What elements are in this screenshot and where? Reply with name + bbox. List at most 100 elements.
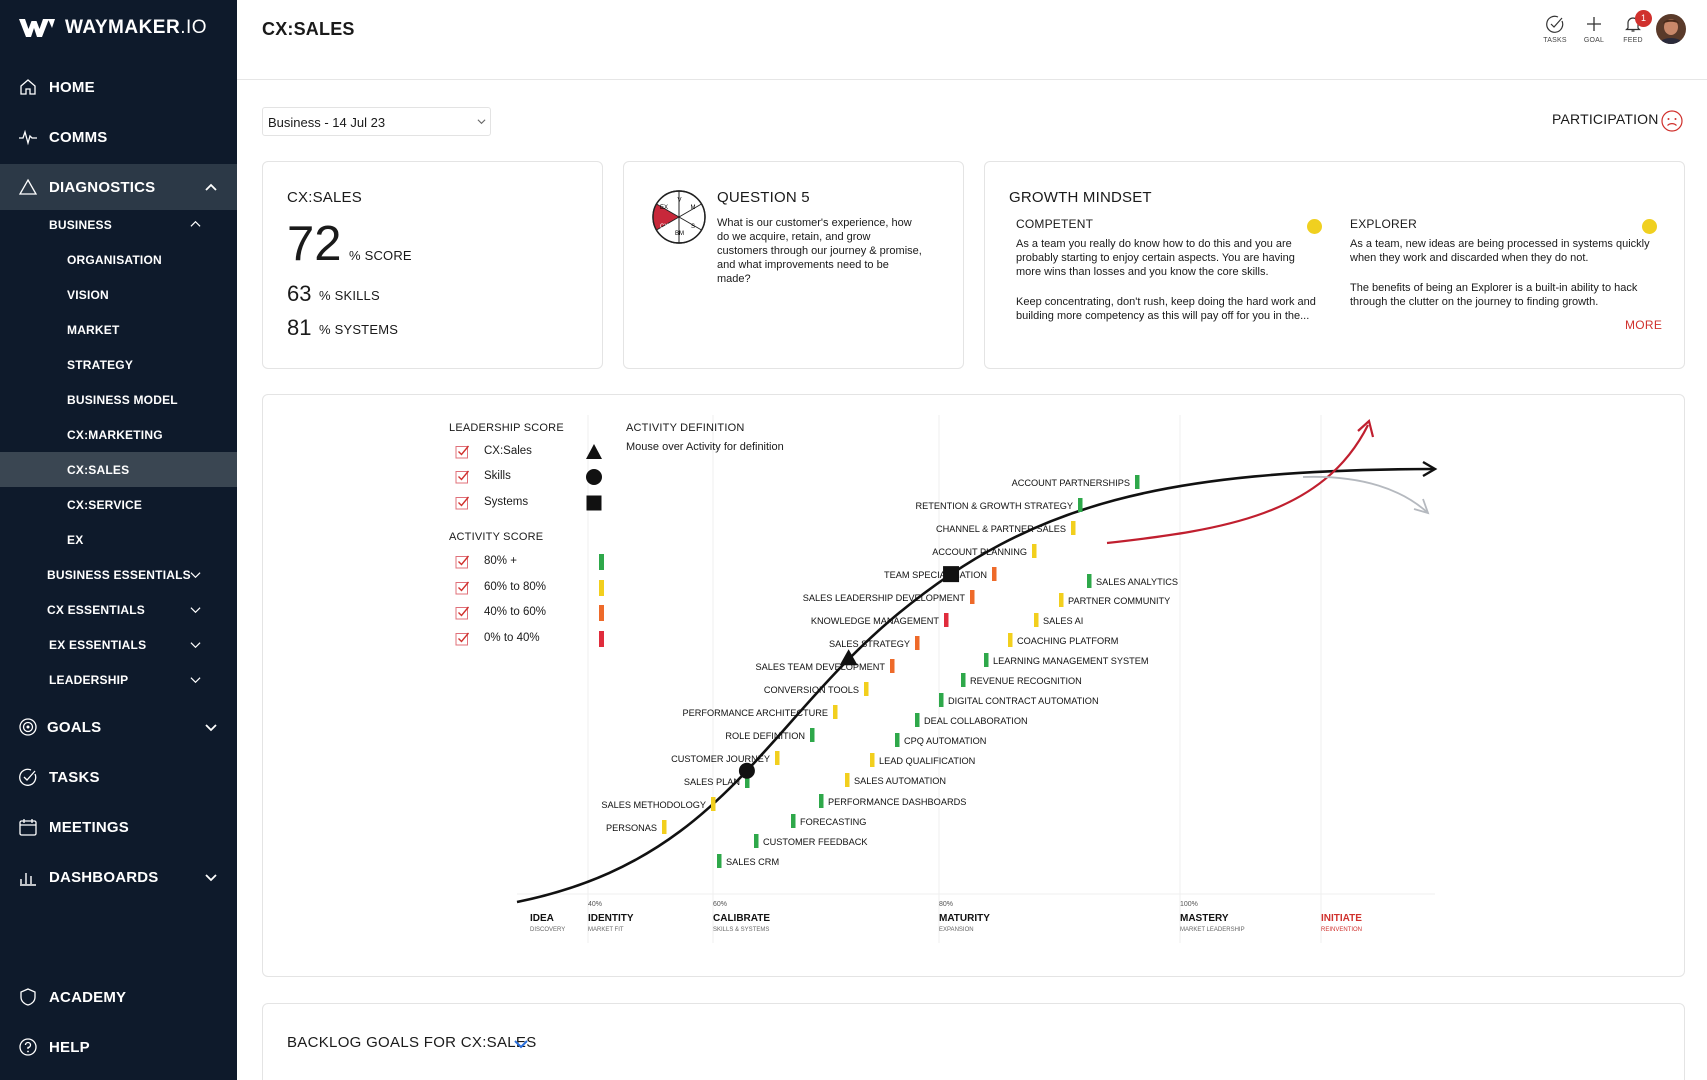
activity-skill[interactable]: PERSONAS: [606, 820, 667, 834]
activity-label[interactable]: CONVERSION TOOLS: [764, 685, 859, 695]
more-link[interactable]: MORE: [1625, 318, 1663, 332]
activity-label[interactable]: ACCOUNT PLANNING: [932, 547, 1027, 557]
activity-skill[interactable]: TEAM SPECIALISATION: [884, 567, 997, 581]
activity-label[interactable]: REVENUE RECOGNITION: [970, 676, 1082, 686]
activity-skill[interactable]: KNOWLEDGE MANAGEMENT: [811, 613, 949, 627]
activity-system[interactable]: SALES AUTOMATION: [845, 773, 946, 787]
activity-system[interactable]: COACHING PLATFORM: [1008, 633, 1118, 647]
activity-label[interactable]: DIGITAL CONTRACT AUTOMATION: [948, 696, 1099, 706]
activity-label[interactable]: SALES CRM: [726, 857, 779, 867]
nav-business-essentials[interactable]: BUSINESS ESSENTIALS: [0, 557, 237, 592]
nav-dashboards[interactable]: DASHBOARDS: [0, 854, 237, 900]
activity-system[interactable]: REVENUE RECOGNITION: [961, 673, 1082, 687]
nav-market[interactable]: MARKET: [0, 312, 237, 347]
user-avatar[interactable]: [1656, 14, 1686, 44]
activity-skill[interactable]: ACCOUNT PARTNERSHIPS: [1012, 475, 1140, 489]
nav-ex[interactable]: EX: [0, 522, 237, 557]
activity-label[interactable]: ACCOUNT PARTNERSHIPS: [1012, 478, 1130, 488]
nav-academy[interactable]: ACADEMY: [0, 974, 237, 1020]
activity-skill[interactable]: CHANNEL & PARTNER SALES: [936, 521, 1076, 535]
activity-skill[interactable]: SALES LEADERSHIP DEVELOPMENT: [803, 590, 975, 604]
activity-system[interactable]: LEAD QUALIFICATION: [870, 753, 975, 767]
activity-skill[interactable]: SALES TEAM DEVELOPMENT: [755, 659, 895, 673]
nav-vision[interactable]: VISION: [0, 277, 237, 312]
activity-label[interactable]: DEAL COLLABORATION: [924, 716, 1028, 726]
activity-system[interactable]: PARTNER COMMUNITY: [1059, 593, 1170, 607]
feed-button[interactable]: FEED 1: [1617, 10, 1652, 50]
activity-skill[interactable]: ROLE DEFINITION: [725, 728, 815, 742]
activity-label[interactable]: PARTNER COMMUNITY: [1068, 596, 1170, 606]
activity-skill[interactable]: RETENTION & GROWTH STRATEGY: [915, 498, 1083, 512]
activity-label[interactable]: PERFORMANCE DASHBOARDS: [828, 797, 966, 807]
activity-skill[interactable]: SALES METHODOLOGY: [601, 797, 716, 811]
activity-label[interactable]: CHANNEL & PARTNER SALES: [936, 524, 1066, 534]
activity-system[interactable]: SALES AI: [1034, 613, 1083, 627]
activity-system[interactable]: DEAL COLLABORATION: [915, 713, 1028, 727]
nav-strategy[interactable]: STRATEGY: [0, 347, 237, 382]
activity-system[interactable]: CUSTOMER FEEDBACK: [754, 834, 868, 848]
activity-system[interactable]: PERFORMANCE DASHBOARDS: [819, 794, 966, 808]
activity-system[interactable]: LEARNING MANAGEMENT SYSTEM: [984, 653, 1149, 667]
activity-system[interactable]: FORECASTING: [791, 814, 866, 828]
activity-label[interactable]: PERFORMANCE ARCHITECTURE: [683, 708, 828, 718]
activity-label[interactable]: SALES AUTOMATION: [854, 776, 946, 786]
nav-help[interactable]: HELP: [0, 1024, 237, 1070]
nav-diagnostics[interactable]: DIAGNOSTICS: [0, 164, 237, 210]
nav-home[interactable]: HOME: [0, 64, 237, 110]
activity-label[interactable]: RETENTION & GROWTH STRATEGY: [915, 501, 1073, 511]
activity-system[interactable]: SALES ANALYTICS: [1087, 574, 1178, 588]
activity-label[interactable]: LEAD QUALIFICATION: [879, 756, 975, 766]
activity-skill[interactable]: SALES PLAN: [684, 774, 750, 788]
nav-ex-essentials[interactable]: EX ESSENTIALS: [0, 627, 237, 662]
activity-label[interactable]: ROLE DEFINITION: [725, 731, 805, 741]
nav-tasks[interactable]: TASKS: [0, 754, 237, 800]
activity-system[interactable]: DIGITAL CONTRACT AUTOMATION: [939, 693, 1099, 707]
leadership-checkbox[interactable]: [455, 444, 470, 459]
leadership-checkbox[interactable]: [455, 495, 470, 510]
activity-skill[interactable]: PERFORMANCE ARCHITECTURE: [683, 705, 838, 719]
activity-label[interactable]: SALES ANALYTICS: [1096, 577, 1178, 587]
brand-logo[interactable]: WAYMAKER.IO: [17, 14, 207, 42]
nav-comms[interactable]: COMMS: [0, 114, 237, 160]
activity-skill[interactable]: CONVERSION TOOLS: [764, 682, 869, 696]
activity-label[interactable]: SALES METHODOLOGY: [601, 800, 706, 810]
nav-organisation[interactable]: ORGANISATION: [0, 242, 237, 277]
activity-system[interactable]: SALES CRM: [717, 854, 779, 868]
chevron-down-icon[interactable]: [513, 1037, 529, 1051]
nav-business-model[interactable]: BUSINESS MODEL: [0, 382, 237, 417]
activity-checkbox[interactable]: [455, 554, 470, 569]
goal-button[interactable]: GOAL: [1578, 14, 1610, 50]
activity-label[interactable]: SALES PLAN: [684, 777, 740, 787]
activity-label[interactable]: CUSTOMER FEEDBACK: [763, 837, 868, 847]
activity-skill[interactable]: CUSTOMER JOURNEY: [671, 751, 780, 765]
activity-checkbox[interactable]: [455, 580, 470, 595]
activity-system[interactable]: CPQ AUTOMATION: [895, 733, 986, 747]
activity-label[interactable]: SALES AI: [1043, 616, 1083, 626]
nav-cx-marketing[interactable]: CX:MARKETING: [0, 417, 237, 452]
sad-face-icon[interactable]: [1661, 110, 1683, 132]
activity-label[interactable]: CPQ AUTOMATION: [904, 736, 986, 746]
activity-label[interactable]: FORECASTING: [800, 817, 866, 827]
activity-label[interactable]: COACHING PLATFORM: [1017, 636, 1118, 646]
activity-skill[interactable]: SALES STRATEGY: [829, 636, 920, 650]
nav-goals[interactable]: GOALS: [0, 704, 237, 750]
nav-cx-sales[interactable]: CX:SALES: [0, 452, 237, 487]
activity-skill[interactable]: ACCOUNT PLANNING: [932, 544, 1037, 558]
activity-label[interactable]: PERSONAS: [606, 823, 657, 833]
activity-label[interactable]: SALES STRATEGY: [829, 639, 910, 649]
activity-label[interactable]: CUSTOMER JOURNEY: [671, 754, 770, 764]
nav-cx-service[interactable]: CX:SERVICE: [0, 487, 237, 522]
nav-leadership[interactable]: LEADERSHIP: [0, 662, 237, 697]
activity-checkbox[interactable]: [455, 605, 470, 620]
activity-label[interactable]: TEAM SPECIALISATION: [884, 570, 987, 580]
activity-checkbox[interactable]: [455, 631, 470, 646]
nav-meetings[interactable]: MEETINGS: [0, 804, 237, 850]
activity-label[interactable]: KNOWLEDGE MANAGEMENT: [811, 616, 940, 626]
diagnostic-select[interactable]: Business - 14 Jul 23: [262, 107, 491, 136]
activity-label[interactable]: SALES TEAM DEVELOPMENT: [755, 662, 885, 672]
nav-cx-essentials[interactable]: CX ESSENTIALS: [0, 592, 237, 627]
activity-label[interactable]: SALES LEADERSHIP DEVELOPMENT: [803, 593, 966, 603]
activity-label[interactable]: LEARNING MANAGEMENT SYSTEM: [993, 656, 1149, 666]
leadership-checkbox[interactable]: [455, 469, 470, 484]
nav-business[interactable]: BUSINESS: [0, 207, 237, 242]
